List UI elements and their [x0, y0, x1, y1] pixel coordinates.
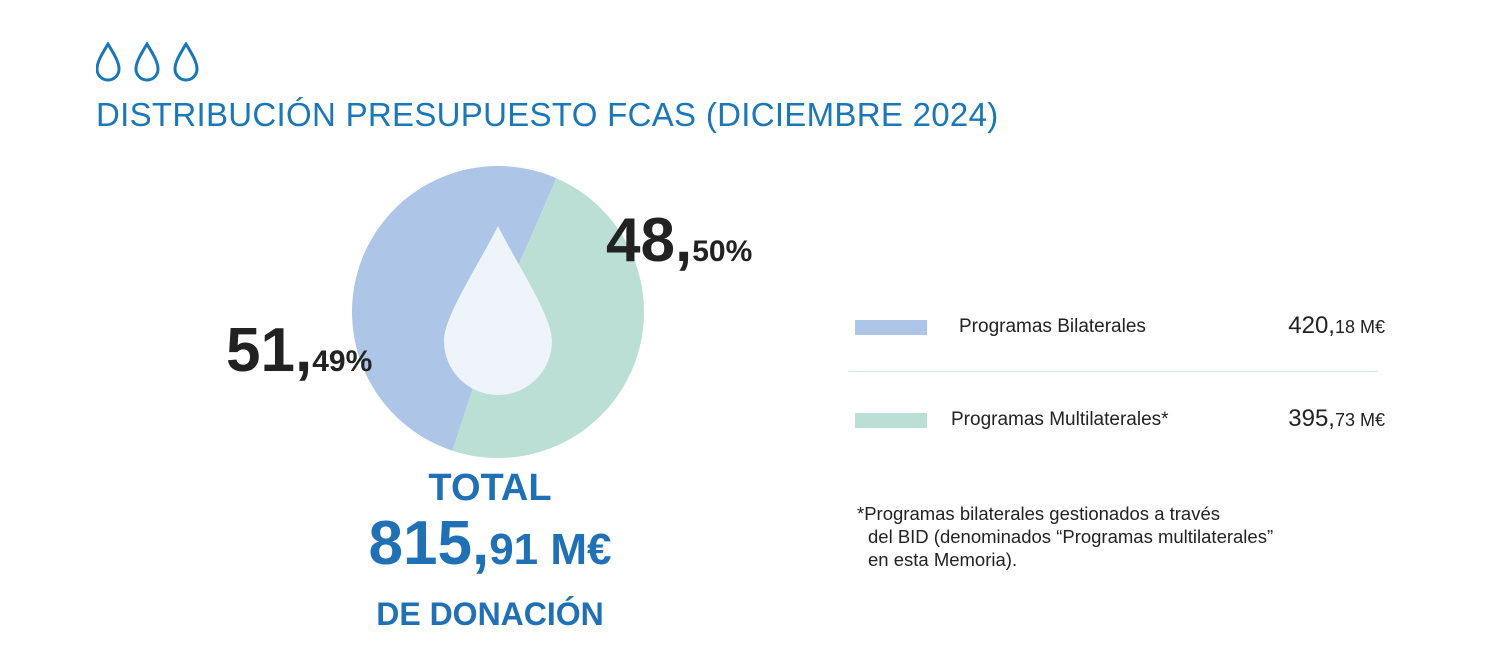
- footnote: *Programas bilaterales gestionados a tra…: [857, 502, 1273, 571]
- water-drop-icon: [96, 42, 121, 82]
- total-sub: DE DONACIÓN: [376, 596, 604, 632]
- legend-value-multilateral: 395,73 M€: [1288, 405, 1385, 433]
- legend-label-multilateral: Programas Multilaterales*: [951, 409, 1169, 430]
- total-value: 815,91 M€: [330, 510, 650, 594]
- legend-label-bilateral: Programas Bilaterales: [959, 316, 1146, 337]
- legend-value-multilateral-main: 395,: [1288, 405, 1335, 432]
- legend-divider: [848, 371, 1378, 372]
- total-label: TOTAL: [428, 467, 552, 509]
- legend-value-bilateral-decimal: 18 M€: [1334, 317, 1385, 337]
- legend-value-bilateral-main: 420,: [1288, 312, 1335, 339]
- footnote-line: *Programas bilaterales gestionados a tra…: [857, 503, 1220, 524]
- total-block: TOTAL 815,91 M€ DE DONACIÓN: [330, 466, 650, 634]
- water-drop-icon: [134, 42, 160, 82]
- pie-label-bilateral-main: 51,: [226, 316, 313, 385]
- legend-swatch-multilateral: [855, 413, 927, 428]
- legend-value-bilateral: 420,18 M€: [1288, 312, 1385, 340]
- total-value-decimal: 91 M€: [489, 525, 612, 574]
- legend-swatch-bilateral: [855, 320, 927, 335]
- pie-label-multilateral-decimal: 50%: [692, 235, 753, 268]
- legend-value-multilateral-decimal: 73 M€: [1334, 410, 1385, 430]
- page-title: DISTRIBUCIÓN PRESUPUESTO FCAS (DICIEMBRE…: [96, 96, 999, 133]
- pie-label-multilateral-main: 48,: [606, 206, 693, 275]
- pie-label-multilateral: 48,50%: [606, 210, 752, 272]
- footnote-line: en esta Memoria).: [868, 549, 1018, 570]
- legend-item-bilateral: Programas Bilaterales 420,18 M€: [855, 308, 1395, 348]
- pie-label-bilateral-decimal: 49%: [312, 345, 373, 378]
- footnote-line: del BID (denominados “Programas multilat…: [868, 526, 1274, 547]
- pie-chart: [352, 166, 644, 459]
- legend-item-multilateral: Programas Multilaterales* 395,73 M€: [855, 401, 1395, 441]
- pie-label-bilateral: 51,49%: [226, 320, 372, 382]
- water-drops-icon: [96, 42, 199, 82]
- water-drop-icon: [173, 42, 199, 82]
- water-drop-icon: [444, 226, 552, 395]
- total-value-main: 815,: [368, 509, 490, 578]
